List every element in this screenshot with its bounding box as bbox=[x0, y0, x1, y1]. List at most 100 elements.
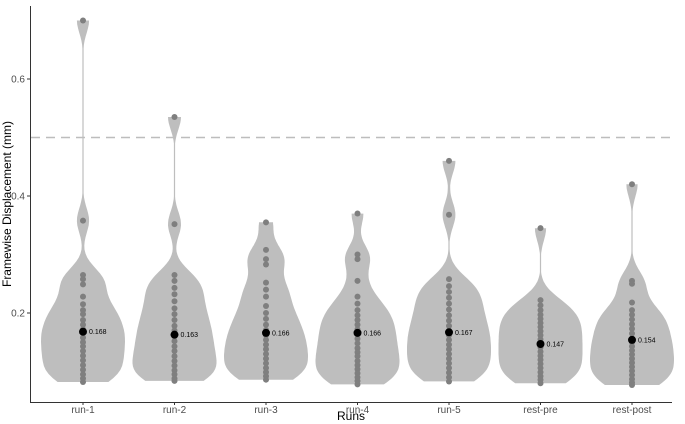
mean-label: 0.168 bbox=[89, 329, 107, 336]
data-point bbox=[629, 181, 635, 188]
x-axis-title: Runs bbox=[337, 409, 365, 423]
data-point bbox=[263, 302, 269, 309]
data-point bbox=[80, 293, 86, 300]
y-ticks: 0.2 0.4 0.6 bbox=[11, 75, 30, 320]
data-point bbox=[446, 364, 452, 371]
data-point bbox=[629, 321, 635, 328]
data-point bbox=[263, 360, 269, 367]
mean-label: 0.147 bbox=[547, 342, 565, 349]
data-point bbox=[446, 341, 452, 348]
data-point bbox=[171, 221, 178, 228]
data-point bbox=[80, 343, 86, 350]
data-point bbox=[171, 353, 178, 360]
data-point bbox=[446, 322, 452, 329]
data-point bbox=[80, 317, 86, 324]
data-point bbox=[80, 281, 86, 288]
data-point bbox=[263, 219, 269, 226]
data-point bbox=[263, 261, 269, 268]
points-layer bbox=[80, 17, 635, 388]
data-point bbox=[446, 346, 452, 353]
data-point bbox=[446, 317, 452, 324]
data-point bbox=[263, 346, 269, 353]
data-point bbox=[263, 315, 269, 322]
data-point bbox=[354, 353, 361, 360]
y-axis-title: Framewise Displacement (mm) bbox=[0, 121, 14, 287]
data-point bbox=[263, 286, 269, 293]
data-point bbox=[629, 299, 635, 306]
mean-marker bbox=[262, 328, 270, 337]
violin-run-2 bbox=[132, 117, 217, 381]
data-point bbox=[80, 362, 86, 369]
data-point bbox=[354, 317, 361, 324]
data-point bbox=[537, 302, 544, 309]
data-point bbox=[171, 298, 178, 305]
data-point bbox=[80, 348, 86, 355]
data-point bbox=[446, 294, 452, 301]
x-tick-label: run-2 bbox=[163, 405, 187, 416]
data-point bbox=[354, 293, 361, 300]
violin-run-1 bbox=[41, 20, 125, 382]
data-point bbox=[629, 316, 635, 323]
data-point bbox=[446, 355, 452, 362]
data-point bbox=[80, 276, 86, 283]
data-point bbox=[537, 380, 544, 387]
data-point bbox=[171, 271, 178, 278]
data-point bbox=[629, 330, 635, 337]
data-point bbox=[80, 301, 86, 308]
data-point bbox=[263, 336, 269, 343]
data-point bbox=[354, 307, 361, 314]
data-point bbox=[171, 291, 178, 298]
data-point bbox=[354, 340, 361, 347]
data-point bbox=[80, 334, 86, 341]
data-point bbox=[263, 355, 269, 362]
x-ticks: run-1 run-2 run-3 run-4 run-5 rest-pre rest-po… bbox=[71, 402, 652, 416]
data-point bbox=[171, 377, 178, 384]
data-point bbox=[263, 256, 269, 263]
data-point bbox=[446, 369, 452, 376]
data-point bbox=[171, 357, 178, 364]
x-tick-label: run-1 bbox=[71, 405, 95, 416]
data-point bbox=[629, 307, 635, 314]
data-point bbox=[354, 335, 361, 342]
data-point bbox=[171, 362, 178, 369]
data-point bbox=[537, 225, 544, 232]
mean-label: 0.154 bbox=[638, 337, 656, 344]
data-point bbox=[263, 376, 269, 383]
data-point bbox=[263, 341, 269, 348]
data-point bbox=[171, 305, 178, 312]
data-point bbox=[171, 343, 178, 350]
mean-label: 0.163 bbox=[181, 332, 199, 339]
data-point bbox=[629, 280, 635, 287]
data-point bbox=[354, 277, 361, 284]
data-point bbox=[446, 276, 452, 283]
data-point bbox=[354, 381, 361, 388]
data-point bbox=[537, 297, 544, 304]
data-point bbox=[80, 321, 86, 328]
y-tick-label: 0.4 bbox=[11, 192, 25, 203]
data-point bbox=[446, 336, 452, 343]
mean-label: 0.167 bbox=[455, 330, 473, 337]
violin-run-3 bbox=[224, 222, 308, 380]
x-tick-label: run-4 bbox=[346, 405, 370, 416]
data-point bbox=[171, 277, 178, 284]
data-point bbox=[80, 352, 86, 359]
means-layer: 0.168 0.163 0.166 0.166 0.167 0.147 0.154 bbox=[79, 327, 656, 349]
data-point bbox=[446, 306, 452, 313]
data-point bbox=[446, 360, 452, 367]
data-point bbox=[446, 157, 452, 164]
mean-marker bbox=[628, 335, 636, 344]
data-point bbox=[171, 317, 178, 324]
mean-marker bbox=[79, 327, 87, 336]
data-point bbox=[171, 322, 178, 329]
data-point bbox=[80, 17, 86, 24]
data-point bbox=[80, 311, 86, 318]
data-point bbox=[354, 210, 361, 217]
mean-marker bbox=[445, 328, 453, 337]
data-point bbox=[629, 381, 635, 388]
data-point bbox=[171, 348, 178, 355]
x-tick-label: rest-pre bbox=[523, 405, 558, 416]
data-point bbox=[354, 251, 361, 258]
data-point bbox=[263, 310, 269, 316]
data-point bbox=[354, 300, 361, 307]
